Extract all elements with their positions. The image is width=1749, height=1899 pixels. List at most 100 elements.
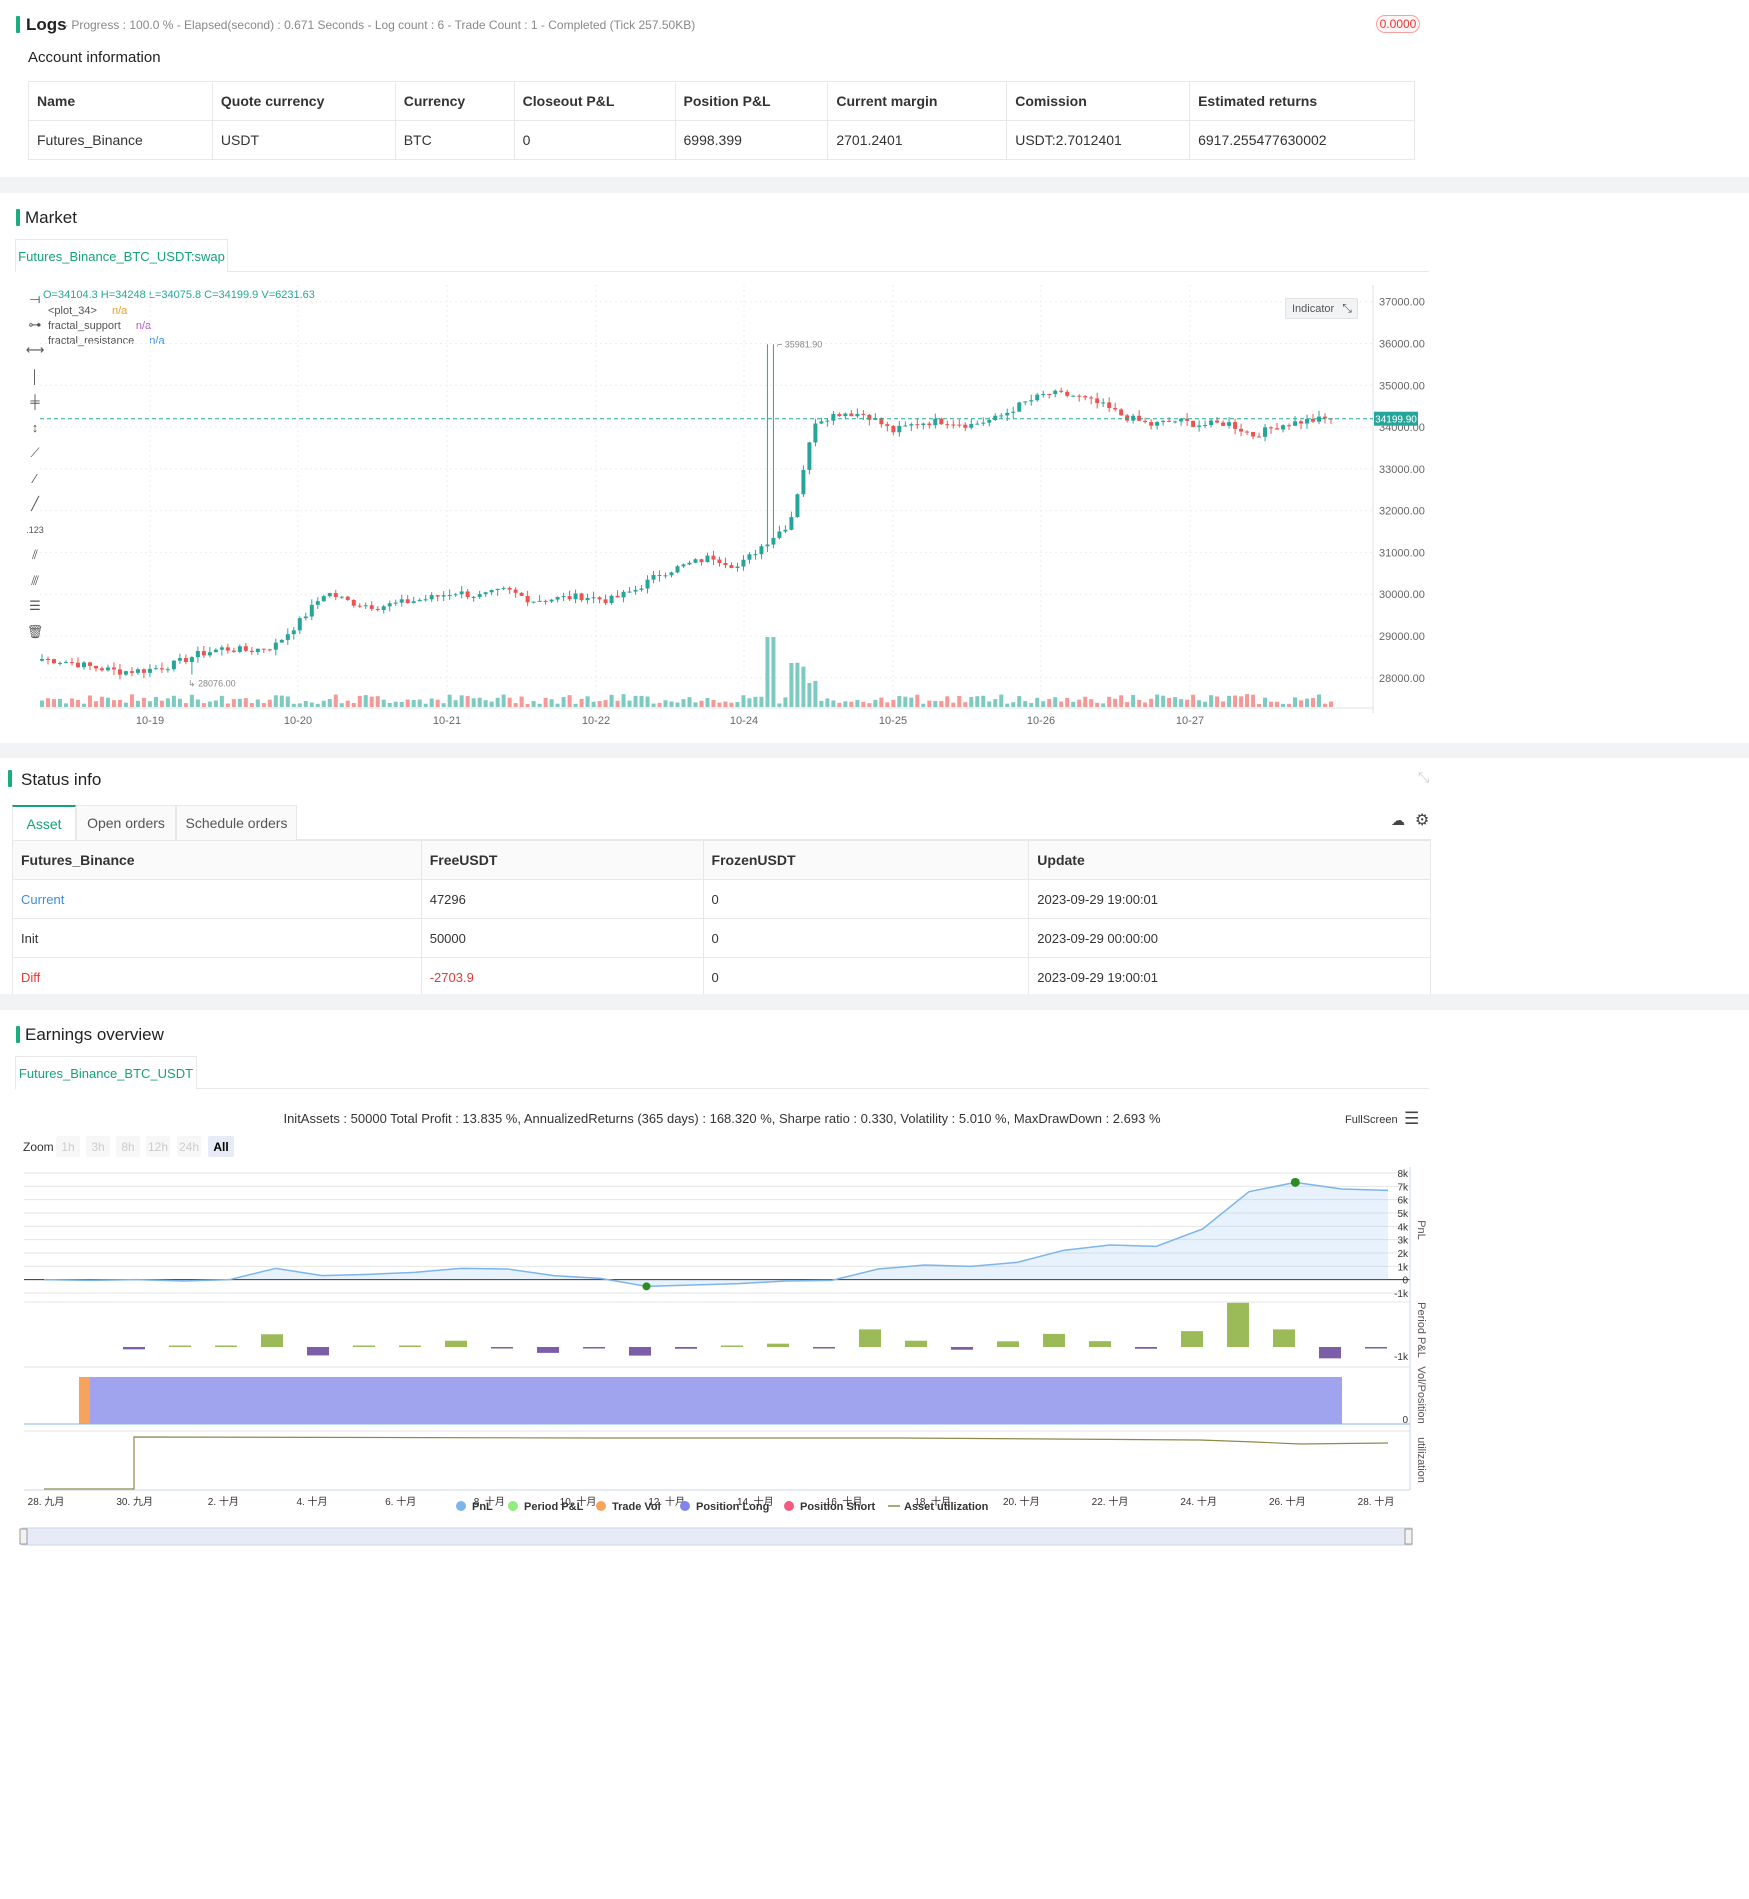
volume-bar [195,699,200,707]
vertical-segment-icon[interactable]: ╪ [30,393,40,409]
volume-bar [507,697,512,707]
zoom-button-1h[interactable]: 1h [56,1136,80,1157]
volume-bar [87,695,92,707]
zoom-button-All[interactable]: All [208,1136,234,1157]
volume-bar [1107,696,1112,707]
candle [243,646,248,651]
parallel-channel-icon[interactable]: ⫽ [32,547,38,562]
candle [405,599,410,604]
candle [75,662,80,668]
candle [1287,425,1292,427]
volume-bar [585,696,590,707]
horizontal-ray-icon[interactable]: ⊶ [28,317,42,332]
volume-bar [663,700,668,707]
zoom-button-3h[interactable]: 3h [86,1136,110,1157]
fib-channel-icon[interactable]: ⫻ [31,573,39,588]
volume-bar [1041,701,1046,707]
tab-schedule-orders[interactable]: Schedule orders [176,805,297,840]
volume-bar [237,698,242,707]
candle [543,600,548,602]
fib-retracement-icon[interactable]: ☰ [29,598,41,613]
y-tick-label: 31000.00 [1379,547,1425,559]
ray-line-icon[interactable]: ⁄ [33,470,37,486]
candle [459,591,464,595]
tab-earnings-symbol[interactable]: Futures_Binance_BTC_USDT [15,1056,197,1089]
volume-bar [117,699,122,707]
candle [627,591,632,593]
candle [537,600,542,602]
candle [1221,422,1226,426]
vertical-ray-icon[interactable]: ↕ [31,419,39,435]
zoom-button-12h[interactable]: 12h [146,1136,170,1157]
candle [1275,428,1280,430]
candle [363,605,368,607]
volume-bar [333,694,338,707]
candle [435,595,440,597]
asset-header: Update [1028,840,1431,880]
volume-bar [1017,696,1022,707]
volume-bar [1263,697,1268,707]
volume-bar [147,701,152,707]
account-cell: BTC [394,120,515,160]
candle [399,599,404,603]
candle [1179,418,1184,422]
horizontal-segment-icon[interactable]: ⟷ [25,342,45,357]
candle [693,559,698,563]
candle [687,562,692,565]
candle [1119,409,1124,416]
volume-bar [1329,701,1333,707]
trend-line-icon[interactable]: ⟋ [30,445,40,460]
volume-bar [873,699,878,707]
account-header: Estimated returns [1189,81,1415,121]
x-tick-label: 10-26 [1027,715,1055,727]
zoom-button-24h[interactable]: 24h [177,1136,201,1157]
candle [159,668,164,670]
collapse-icon[interactable]: ⤡ [1418,769,1430,785]
zoom-button-8h[interactable]: 8h [116,1136,140,1157]
volume-bar [741,695,746,707]
asset-table: Futures_Binance FreeUSDT FrozenUSDT Update … [12,840,1431,997]
volume-bar [885,702,890,707]
candle [129,671,134,673]
tab-asset[interactable]: Asset [12,805,76,840]
volume-bar [591,701,596,707]
fullscreen-button[interactable]: FullScreen [1345,1114,1398,1126]
candle [291,630,296,635]
indicator-button[interactable]: Indicator ⤡ [1285,298,1358,319]
y-tick-label: 30000.00 [1379,589,1425,601]
candle [1269,427,1274,429]
volume-bar [939,701,944,707]
volume-bar [1161,695,1166,707]
y-tick-label: 35000.00 [1379,380,1425,392]
tab-market-symbol[interactable]: Futures_Binance_BTC_USDT:swap [15,239,228,272]
segment-icon[interactable]: ╱ [31,496,39,511]
vertical-line-icon[interactable]: │ [30,368,40,384]
tab-open-orders[interactable]: Open orders [76,805,176,840]
candle [345,596,350,600]
volume-bar [255,699,260,707]
asset-row: Init 50000 0 2023-09-29 00:00:00 [12,918,1431,958]
candlestick-chart[interactable]: 37000.0036000.0035000.0034000.0033000.00… [0,193,1749,743]
volume-bar [291,703,296,707]
candle [1017,402,1022,412]
volume-bar [285,696,290,707]
volume-bar [465,696,470,707]
volume-bar [1239,696,1244,707]
menu-icon[interactable]: ☰ [1404,1109,1420,1128]
candle [789,517,794,530]
volume-bar [723,701,728,707]
cloud-download-icon[interactable]: ☁ [1391,812,1405,828]
candle [921,423,926,426]
candle [567,596,572,600]
trash-icon[interactable]: 🗑 [26,624,44,639]
candle [99,668,104,671]
gear-icon[interactable]: ⚙ [1415,812,1430,829]
candle [561,596,566,598]
volume-bar [705,697,710,707]
price-label-icon[interactable]: .123 [26,525,44,535]
volume-bar [105,697,110,707]
candle [1257,436,1262,438]
candle [309,604,314,617]
volume-bar [711,699,716,707]
horizontal-line-icon[interactable]: ⟞ [29,291,41,306]
